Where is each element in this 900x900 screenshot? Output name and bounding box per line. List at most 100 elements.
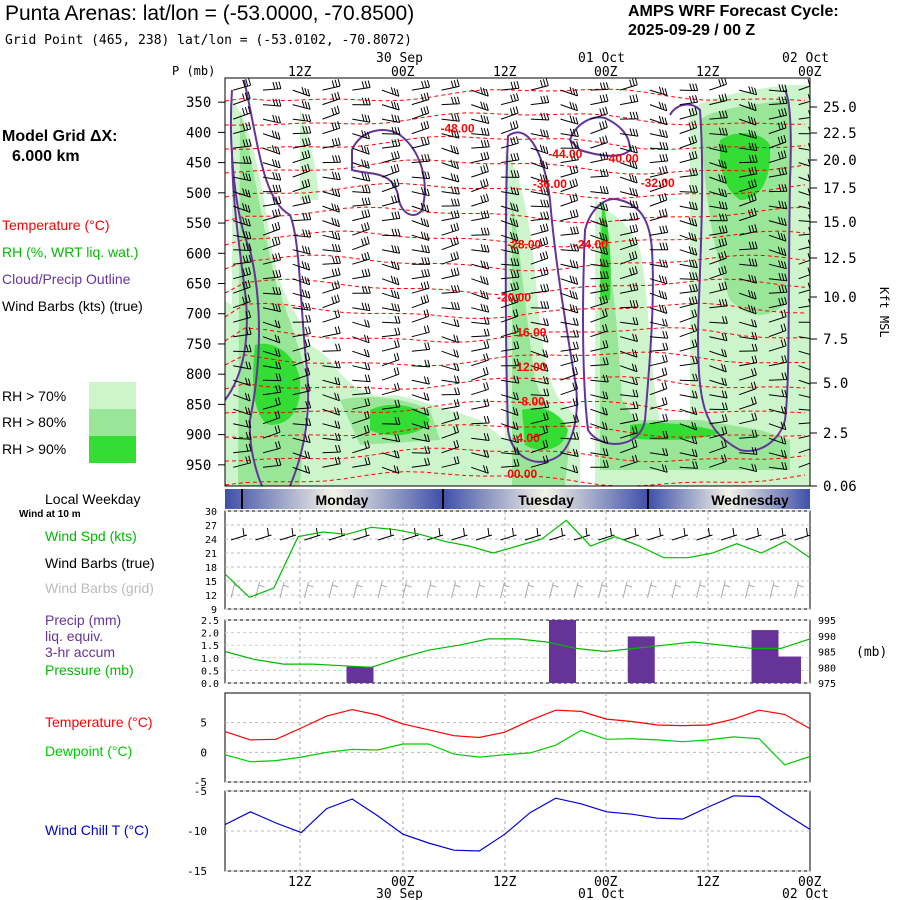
wind-barb [411,92,430,106]
wind-barb [411,342,431,352]
wind-barb [649,396,668,410]
pressure-ticks: 350 400 450 500 550 600 650 700 750 800 850 900 950 [186,95,225,474]
wind-barb [381,194,400,207]
model-grid-info: Model Grid ΔX: 6.000 km [2,127,118,167]
wind-barb [322,256,341,265]
wind-barb [590,357,609,367]
wind-barb [560,381,579,396]
temperature-label: 4.00 [872,473,896,487]
wind-barb [530,95,550,106]
wind-barb [590,323,608,338]
wind-barb [352,197,371,207]
wind-barb [619,349,638,358]
wind-barb [560,86,579,97]
wind-barb [500,294,519,309]
wind-barb [560,448,579,457]
wind-barb [530,211,550,222]
wind-barb [500,308,519,323]
wind-barb [649,153,669,164]
wind-barb [262,425,281,439]
wind-barb [471,244,490,253]
wind-barb [352,410,370,425]
wind-barb [501,257,520,267]
wind-barb [471,178,489,193]
wind-barb [262,145,281,155]
cross-section-panel: -48.00 -44.00 -40.00 -36.00 -32.00 -28.00 -24.… [186,77,896,495]
wind-barb [441,144,459,155]
wind-barb [441,186,460,195]
wind-barb [352,348,370,358]
wind-barb [292,229,312,238]
wind-barb [292,86,311,97]
wind-barb [560,164,579,178]
pressure-tick-label: 950 [186,458,211,474]
wind-barb [619,425,638,439]
wind-barb [500,434,520,443]
wind-barb [619,376,638,386]
weekday-band: Monday Tuesday Wednesday [225,489,810,509]
wind-barb [768,421,787,431]
wind-barb [798,226,810,236]
height-axis-title: Kft MSL [877,287,891,338]
wind-barb [292,352,311,367]
legend-precip: Precip (mm) liq. equiv. 3-hr accum [45,612,122,660]
wind-barb [709,316,728,324]
wind-barb [679,448,698,458]
wind-barb [739,429,758,439]
wind-barb [709,237,728,251]
wind-barb [471,127,490,136]
wind-barb [560,397,579,410]
wind-barb [620,413,639,425]
wind-barb [381,114,401,123]
wind-barb [501,358,520,367]
wind-barb [381,101,400,111]
wind-barb [560,329,580,338]
temperature-label: -40.00 [605,152,639,166]
wind-barb [798,336,810,340]
wind-barb [411,457,431,468]
wind-barb [739,129,757,139]
top-date-label: 01 Oct [578,51,625,66]
wind-barb [381,228,401,237]
wind-barb [649,101,668,112]
temperature-label: -24.00 [574,238,608,252]
wind-barb [560,366,578,381]
wind-barb [262,397,281,410]
wind-barb [322,343,341,352]
wind-barb [441,222,460,236]
wind-barb [471,101,489,111]
wind-barb [233,188,251,198]
wind-barb [381,87,400,97]
precip-bar [774,656,801,683]
wind-barb [768,309,787,323]
wind-barb [798,435,810,439]
wind-barb [292,195,311,207]
wind-barb [560,226,579,236]
legend-temperature: Temperature (°C) [2,217,110,233]
wind-panel-frame [224,510,811,610]
wind-barb [381,150,400,164]
wind-barb [739,274,758,284]
wind-barb [590,245,609,255]
pressure-tick-label: 450 [186,156,211,172]
wind-barb [768,134,787,149]
wind-barb [798,214,810,222]
wind-barb [709,414,728,425]
wind-barb [381,465,400,474]
chill-tick-label: -10 [187,825,207,838]
wind-barb [709,265,727,280]
surface-wind-barb [622,527,640,541]
pressure-tick-label: 975 [818,679,836,690]
pressure-tick-label: 800 [186,367,211,383]
wind-barb [620,401,639,410]
wind-barb [530,334,549,343]
bottom-hour-label: 00Z [798,875,822,890]
wind-barb [411,202,430,213]
grid-wind-barb [402,581,412,599]
temperature-label: -44.00 [548,147,582,161]
top-hour-label: 12Z [288,65,312,80]
height-tick-label: 17.5 [823,181,857,197]
wind-barb [530,266,549,280]
wind-barb [798,365,810,371]
wind-barb [649,225,669,236]
